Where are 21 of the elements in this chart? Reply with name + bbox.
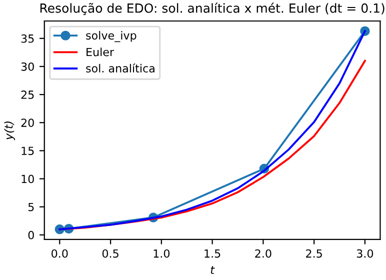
x-tick-label: 1.5 bbox=[204, 249, 220, 258]
x-axis-title: t bbox=[210, 266, 215, 274]
x-tick-label: 2.0 bbox=[255, 249, 272, 258]
x-tick-label: 0.5 bbox=[102, 249, 118, 258]
y-tick-label: 35 bbox=[21, 34, 34, 43]
y-tick-label: 20 bbox=[21, 118, 34, 127]
y-tick-label: 10 bbox=[22, 174, 34, 184]
y-tick-label: 0 bbox=[28, 230, 34, 240]
y-tick-label: 15 bbox=[22, 146, 34, 156]
chart-title: Resolução de EDO: sol. analítica x mét. Euler (dt = 0.1) bbox=[40, 2, 384, 16]
legend-label: solve_ivp bbox=[86, 31, 136, 42]
legend-label: Euler bbox=[86, 48, 114, 56]
legend-label: sol. analítica bbox=[86, 63, 154, 73]
x-tick-label: 2.5 bbox=[306, 249, 322, 258]
y-tick-label: 30 bbox=[21, 62, 34, 71]
x-tick-label: 1.0 bbox=[154, 249, 170, 258]
x-tick-label: 0.0 bbox=[52, 249, 68, 258]
y-tick-label: 25 bbox=[21, 90, 34, 99]
y-tick-label: 5 bbox=[28, 202, 34, 212]
y-axis-title: y(t) bbox=[4, 122, 15, 140]
x-tick-label: 3.0 bbox=[356, 249, 374, 258]
